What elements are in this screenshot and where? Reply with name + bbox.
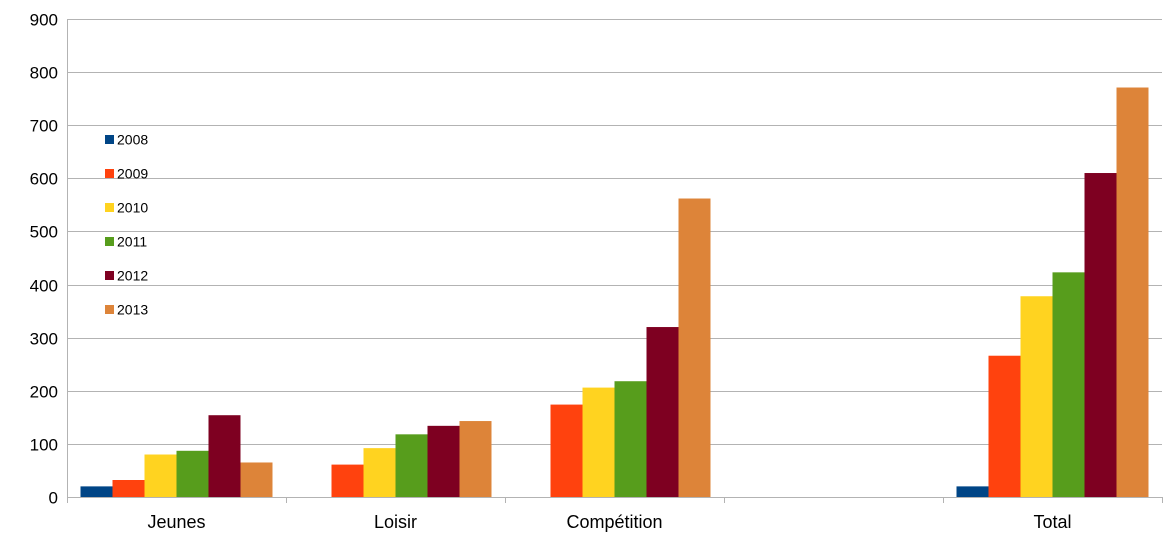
bar-2008-total <box>956 486 989 497</box>
legend: 2008 2009 2010 2011 2012 2013 <box>105 132 148 318</box>
bar-2009-jeunes <box>112 480 145 497</box>
x-tick-label: Jeunes <box>147 512 205 532</box>
legend-swatch-2012 <box>105 271 114 280</box>
y-tick-label: 100 <box>30 436 58 455</box>
y-axis-ticks: 0 100 200 300 400 500 600 700 800 900 <box>30 11 58 508</box>
bar-2013-loisir <box>459 421 492 497</box>
y-tick-label: 500 <box>30 223 58 242</box>
legend-swatch-2010 <box>105 203 114 212</box>
x-tick-label: Compétition <box>566 512 662 532</box>
y-tick-label: 700 <box>30 117 58 136</box>
bar-2010-jeunes <box>144 454 177 497</box>
bar-2012-compétition <box>646 327 679 497</box>
bar-2009-total <box>988 355 1021 497</box>
gridlines <box>67 19 1162 445</box>
y-tick-label: 200 <box>30 383 58 402</box>
x-axis-ticks: Jeunes Loisir Compétition Total <box>147 512 1071 532</box>
y-tick-label: 300 <box>30 330 58 349</box>
bar-2011-jeunes <box>176 450 209 497</box>
bars <box>80 87 1149 497</box>
bar-2010-loisir <box>363 448 396 497</box>
y-tick-label: 600 <box>30 170 58 189</box>
bar-2008-jeunes <box>80 486 113 497</box>
bar-2010-total <box>1020 296 1053 497</box>
bar-2011-compétition <box>614 381 647 497</box>
bar-2010-compétition <box>582 387 615 497</box>
y-tick-label: 900 <box>30 11 58 30</box>
bar-2012-total <box>1084 173 1117 497</box>
bar-2013-total <box>1116 87 1149 497</box>
bar-2012-loisir <box>427 425 460 497</box>
legend-label: 2009 <box>117 166 148 182</box>
bar-2013-jeunes <box>240 462 273 497</box>
legend-swatch-2009 <box>105 169 114 178</box>
legend-label: 2008 <box>117 132 148 148</box>
bar-2011-loisir <box>395 434 428 497</box>
legend-label: 2013 <box>117 302 148 318</box>
x-tick-label: Loisir <box>374 512 417 532</box>
legend-label: 2012 <box>117 268 148 284</box>
bar-2013-compétition <box>678 198 711 497</box>
legend-swatch-2008 <box>105 135 114 144</box>
bar-2011-total <box>1052 272 1085 497</box>
bar-2012-jeunes <box>208 415 241 497</box>
bar-2009-compétition <box>550 404 583 497</box>
axes <box>67 19 1163 503</box>
legend-swatch-2011 <box>105 237 114 246</box>
legend-label: 2010 <box>117 200 148 216</box>
legend-swatch-2013 <box>105 305 114 314</box>
y-tick-label: 800 <box>30 64 58 83</box>
y-tick-label: 400 <box>30 277 58 296</box>
legend-label: 2011 <box>117 234 147 250</box>
y-tick-label: 0 <box>49 489 58 508</box>
bar-2009-loisir <box>331 464 364 497</box>
x-tick-label: Total <box>1033 512 1071 532</box>
